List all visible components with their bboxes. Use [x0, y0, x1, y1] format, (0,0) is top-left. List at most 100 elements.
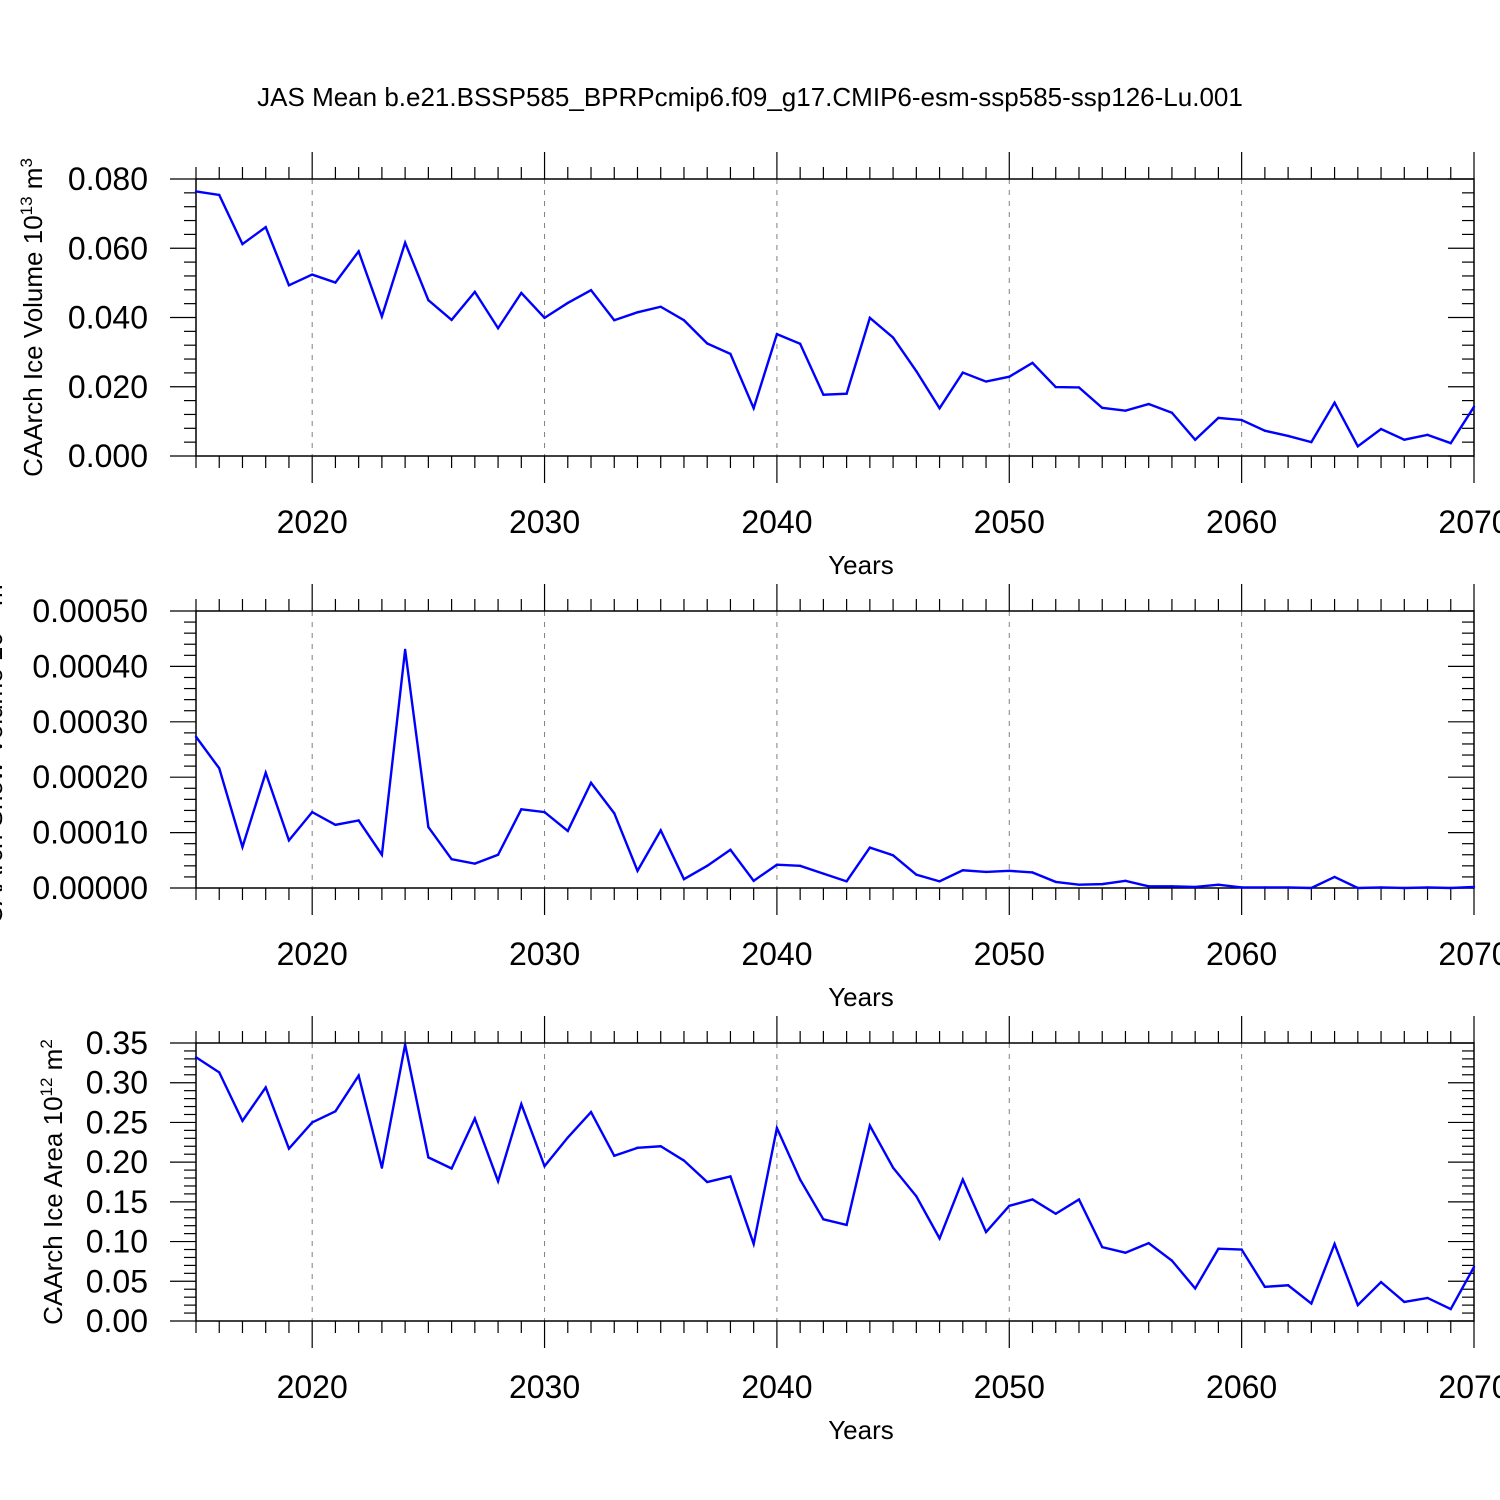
x-axis-label: Years	[828, 982, 894, 1012]
data-point	[566, 829, 569, 833]
data-point	[682, 877, 686, 881]
data-point	[380, 315, 384, 318]
data-point	[1193, 438, 1197, 441]
data-point	[891, 336, 895, 339]
data-point	[915, 369, 918, 373]
x-tick-label: 2020	[277, 936, 348, 972]
y-tick-label: 0.05	[86, 1263, 148, 1299]
x-tick-label: 2070	[1438, 936, 1500, 972]
data-point	[1077, 386, 1081, 389]
y-tick-label: 0.15	[86, 1184, 148, 1220]
data-point	[450, 318, 453, 322]
data-point	[613, 1154, 616, 1157]
x-tick-label: 2060	[1206, 504, 1277, 540]
data-point	[1472, 405, 1476, 409]
x-tick-label: 2050	[974, 1369, 1045, 1405]
data-point	[798, 1178, 802, 1181]
data-point	[1124, 879, 1127, 882]
data-point	[1008, 1204, 1011, 1208]
data-point	[357, 1074, 360, 1077]
data-point	[566, 301, 569, 305]
data-point	[566, 1136, 569, 1139]
plot-frame	[195, 1042, 1475, 1322]
y-tick-label: 0.00030	[32, 704, 148, 740]
y-tick-label: 0.00000	[32, 870, 148, 906]
data-point	[357, 819, 360, 822]
data-point	[706, 1180, 709, 1184]
data-point	[194, 735, 198, 738]
y-tick-label: 0.25	[86, 1104, 148, 1140]
data-point	[706, 864, 709, 868]
data-point	[613, 812, 616, 815]
data-point	[427, 825, 430, 829]
figure-title: JAS Mean b.e21.BSSP585_BPRPcmip6.f09_g17…	[257, 82, 1243, 112]
data-point	[822, 1218, 825, 1221]
data-point	[1263, 886, 1267, 889]
data-point	[241, 845, 244, 849]
data-point	[636, 869, 639, 873]
data-point	[1333, 1242, 1336, 1246]
data-point	[1124, 409, 1127, 412]
y-tick-label: 0.040	[68, 300, 148, 336]
data-point	[845, 392, 848, 395]
data-point	[1240, 418, 1243, 422]
data-point	[1101, 882, 1104, 886]
data-point	[334, 281, 337, 284]
data-point	[729, 848, 732, 851]
x-tick-label: 2070	[1438, 504, 1500, 540]
data-point	[1217, 416, 1220, 420]
x-tick-label: 2040	[741, 504, 812, 540]
data-point	[264, 771, 267, 774]
data-point	[1263, 1285, 1267, 1289]
data-point	[729, 1175, 732, 1178]
x-tick-label: 2050	[974, 936, 1045, 972]
data-point	[310, 810, 314, 814]
data-point	[450, 857, 453, 861]
y-tick-label: 0.00010	[32, 815, 148, 851]
data-point	[1147, 402, 1150, 406]
data-point	[334, 823, 337, 827]
data-point	[1472, 885, 1476, 889]
x-tick-label: 2060	[1206, 936, 1277, 972]
data-point	[984, 380, 988, 383]
data-point	[845, 880, 848, 883]
data-point	[1426, 433, 1429, 437]
data-point	[868, 846, 872, 849]
x-tick-label: 2020	[277, 504, 348, 540]
y-tick-label: 0.060	[68, 230, 148, 266]
data-point	[1031, 871, 1034, 874]
data-point	[496, 853, 500, 856]
data-point	[1031, 1198, 1034, 1201]
data-point	[194, 190, 198, 193]
data-point	[1170, 1259, 1174, 1262]
data-point	[589, 781, 593, 784]
data-point	[241, 242, 244, 246]
data-point	[1426, 1296, 1429, 1300]
data-point	[938, 1237, 941, 1240]
data-point	[543, 316, 546, 320]
data-point	[1170, 885, 1174, 888]
data-point	[1286, 886, 1290, 889]
y-tick-label: 0.00020	[32, 759, 148, 795]
data-point	[938, 880, 941, 883]
y-tick-label: 0.00	[86, 1303, 148, 1339]
panel-ice-volume: 0.000 0.020 0.040 0.060 0.080 2020 2030 2040 205…	[17, 152, 1500, 580]
data-point	[264, 225, 267, 229]
plot-frame	[195, 178, 1475, 457]
data-point	[543, 810, 546, 814]
data-point	[729, 352, 732, 356]
data-point	[1263, 429, 1267, 432]
data-point	[1449, 441, 1452, 445]
data-point	[961, 869, 964, 872]
data-point	[496, 327, 500, 330]
data-point	[938, 407, 941, 410]
data-point	[1008, 869, 1011, 873]
series-line	[195, 190, 1476, 449]
data-point	[1286, 1284, 1290, 1287]
data-point	[775, 863, 779, 866]
data-point	[218, 193, 221, 197]
data-point	[682, 1159, 686, 1162]
data-point	[1333, 875, 1336, 879]
x-axis-label: Years	[828, 1415, 894, 1445]
data-point	[1426, 886, 1429, 889]
